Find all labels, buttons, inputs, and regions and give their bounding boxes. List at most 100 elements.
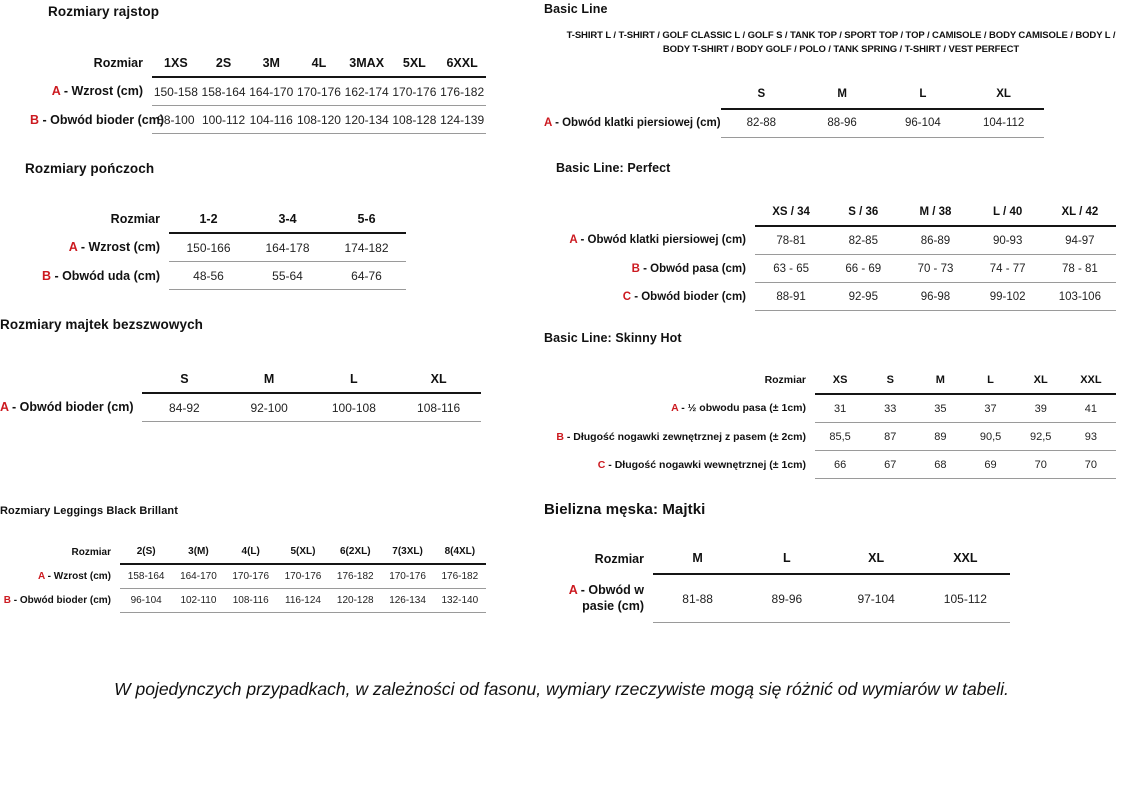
row-key: A (568, 583, 578, 597)
column-header: 5XL (390, 49, 439, 78)
cell-value: 88-100 (152, 105, 200, 134)
column-header: XS (815, 366, 866, 395)
row-key: A (38, 570, 45, 582)
header-row: Rozmiar M L XL XXL (544, 543, 1010, 575)
column-header: 1XS (152, 49, 200, 78)
column-header: 7(3XL) (381, 540, 434, 565)
column-header: 4L (295, 49, 343, 78)
size-label: Rozmiar (594, 551, 644, 566)
section-title: Bielizna męska: Majtki (544, 501, 706, 518)
cell-value: 176-182 (329, 564, 382, 589)
row-key: B (41, 268, 51, 283)
row-label: A - ½ obwodu pasa (± 1cm) (671, 402, 806, 415)
row-label: B - Obwód uda (cm) (41, 268, 160, 283)
row-key: B (631, 262, 640, 275)
row-key: A (51, 84, 61, 99)
cell-value: 87 (865, 422, 916, 451)
cell-value: 90-93 (971, 226, 1044, 255)
cell-value: 174-182 (327, 233, 406, 262)
row-key: A (544, 116, 552, 129)
cell-value: 104-116 (247, 105, 296, 134)
table-row: A - Wzrost (cm) 150-166 164-178 174-182 (25, 233, 406, 262)
cell-value: 105-112 (920, 574, 1010, 623)
cell-value: 33 (865, 394, 916, 423)
column-header: S (865, 366, 916, 395)
cell-value: 158-164 (199, 77, 248, 106)
section-rozmiary-majtek: Rozmiary majtek bezszwowych S M L XL A - Obw… (0, 317, 481, 422)
section-title: Basic Line: Perfect (556, 161, 671, 175)
cell-value: 120-134 (342, 105, 391, 134)
size-table-majtek: S M L XL A - Obwód bioder (cm) 84-92 92-100 100… (0, 365, 481, 422)
table-row: B - Obwód uda (cm) 48-56 55-64 64-76 (25, 261, 406, 290)
cell-value: 74 - 77 (971, 254, 1044, 283)
cell-value: 150-158 (152, 77, 200, 106)
row-key: C (622, 290, 631, 303)
cell-value: 96-98 (899, 282, 972, 311)
column-header: 1-2 (169, 205, 248, 234)
row-key: A (0, 400, 9, 415)
cell-value: 89 (915, 422, 966, 451)
cell-value: 35 (915, 394, 966, 423)
section-basic-line: Basic Line T-SHIRT L / T-SHIRT / GOLF CL… (544, 2, 1123, 138)
column-header: 4(L) (224, 540, 277, 565)
column-header: XL (1015, 366, 1066, 395)
section-rozmiary-rajstop: Rozmiary rajstop Rozmiar 1XS 2S 3M 4L 3MAX 5XL… (30, 4, 486, 134)
row-label: A - Obwód w pasie (cm) (568, 583, 644, 614)
header-row: Rozmiar XS S M L XL XXL (544, 366, 1116, 395)
cell-value: 158-164 (120, 564, 173, 589)
cell-value: 55-64 (248, 261, 327, 290)
cell-value: 164-178 (248, 233, 327, 262)
column-header: 5(XL) (276, 540, 330, 565)
section-title: Basic Line: Skinny Hot (544, 331, 682, 345)
cell-value: 120-128 (329, 588, 382, 613)
cell-value: 69 (965, 450, 1016, 479)
cell-value: 88-96 (801, 108, 883, 138)
section-basic-line-skinny-hot: Basic Line: Skinny Hot Rozmiar XS S M L XL XXL… (544, 331, 1116, 479)
size-label: Rozmiar (93, 56, 143, 70)
column-header: 3-4 (248, 205, 327, 234)
table-row: C - Obwód bioder (cm) 88-91 92-95 96-98 99-1… (556, 282, 1116, 311)
section-leggings-black-brillant: Rozmiary Leggings Black Brillant Rozmiar… (0, 505, 486, 613)
cell-value: 170-176 (390, 77, 439, 106)
header-row: Rozmiar 1-2 3-4 5-6 (25, 205, 406, 234)
row-key: B (556, 430, 564, 443)
cell-value: 70 - 73 (899, 254, 972, 283)
cell-value: 162-174 (342, 77, 391, 106)
column-header: S (721, 80, 802, 110)
column-header: 6XXL (438, 49, 486, 78)
size-label: Rozmiar (71, 546, 111, 558)
header-row: XS / 34 S / 36 M / 38 L / 40 XL / 42 (556, 198, 1116, 227)
size-label: Rozmiar (764, 374, 806, 386)
table-row: C - Długość nogawki wewnętrznej (± 1cm) 6… (544, 450, 1116, 479)
column-header: 8(4XL) (433, 540, 486, 565)
cell-value: 102-110 (172, 588, 225, 613)
row-label: A - Obwód klatki piersiowej (cm) (569, 234, 746, 247)
column-header: 3M (247, 49, 296, 78)
column-header: L / 40 (971, 198, 1044, 227)
cell-value: 97-104 (831, 574, 921, 623)
cell-value: 108-128 (390, 105, 439, 134)
cell-value: 103-106 (1043, 282, 1116, 311)
cell-value: 92-100 (226, 393, 312, 422)
cell-value: 100-112 (199, 105, 248, 134)
row-label: B - Obwód pasa (cm) (631, 262, 746, 275)
table-row: A - Wzrost (cm) 150-158 158-164 164-170 170-… (30, 77, 486, 106)
table-row: B - Obwód bioder (cm) 96-104 102-110 108-11… (0, 588, 486, 613)
cell-value: 67 (865, 450, 916, 479)
cell-value: 84-92 (142, 393, 227, 422)
cell-value: 170-176 (381, 564, 434, 589)
cell-value: 78 - 81 (1043, 254, 1116, 283)
table-row: B - Obwód pasa (cm) 63 - 65 66 - 69 70 - 73… (556, 254, 1116, 283)
cell-value: 70 (1065, 450, 1116, 479)
column-header: M (226, 365, 312, 394)
cell-value: 64-76 (327, 261, 406, 290)
cell-value: 89-96 (742, 574, 832, 623)
section-title: Rozmiary Leggings Black Brillant (0, 505, 179, 517)
cell-value: 37 (965, 394, 1016, 423)
column-header: M (915, 366, 966, 395)
column-header: M / 38 (899, 198, 972, 227)
cell-value: 92,5 (1015, 422, 1066, 451)
cell-value: 39 (1015, 394, 1066, 423)
cell-value: 88-91 (755, 282, 828, 311)
